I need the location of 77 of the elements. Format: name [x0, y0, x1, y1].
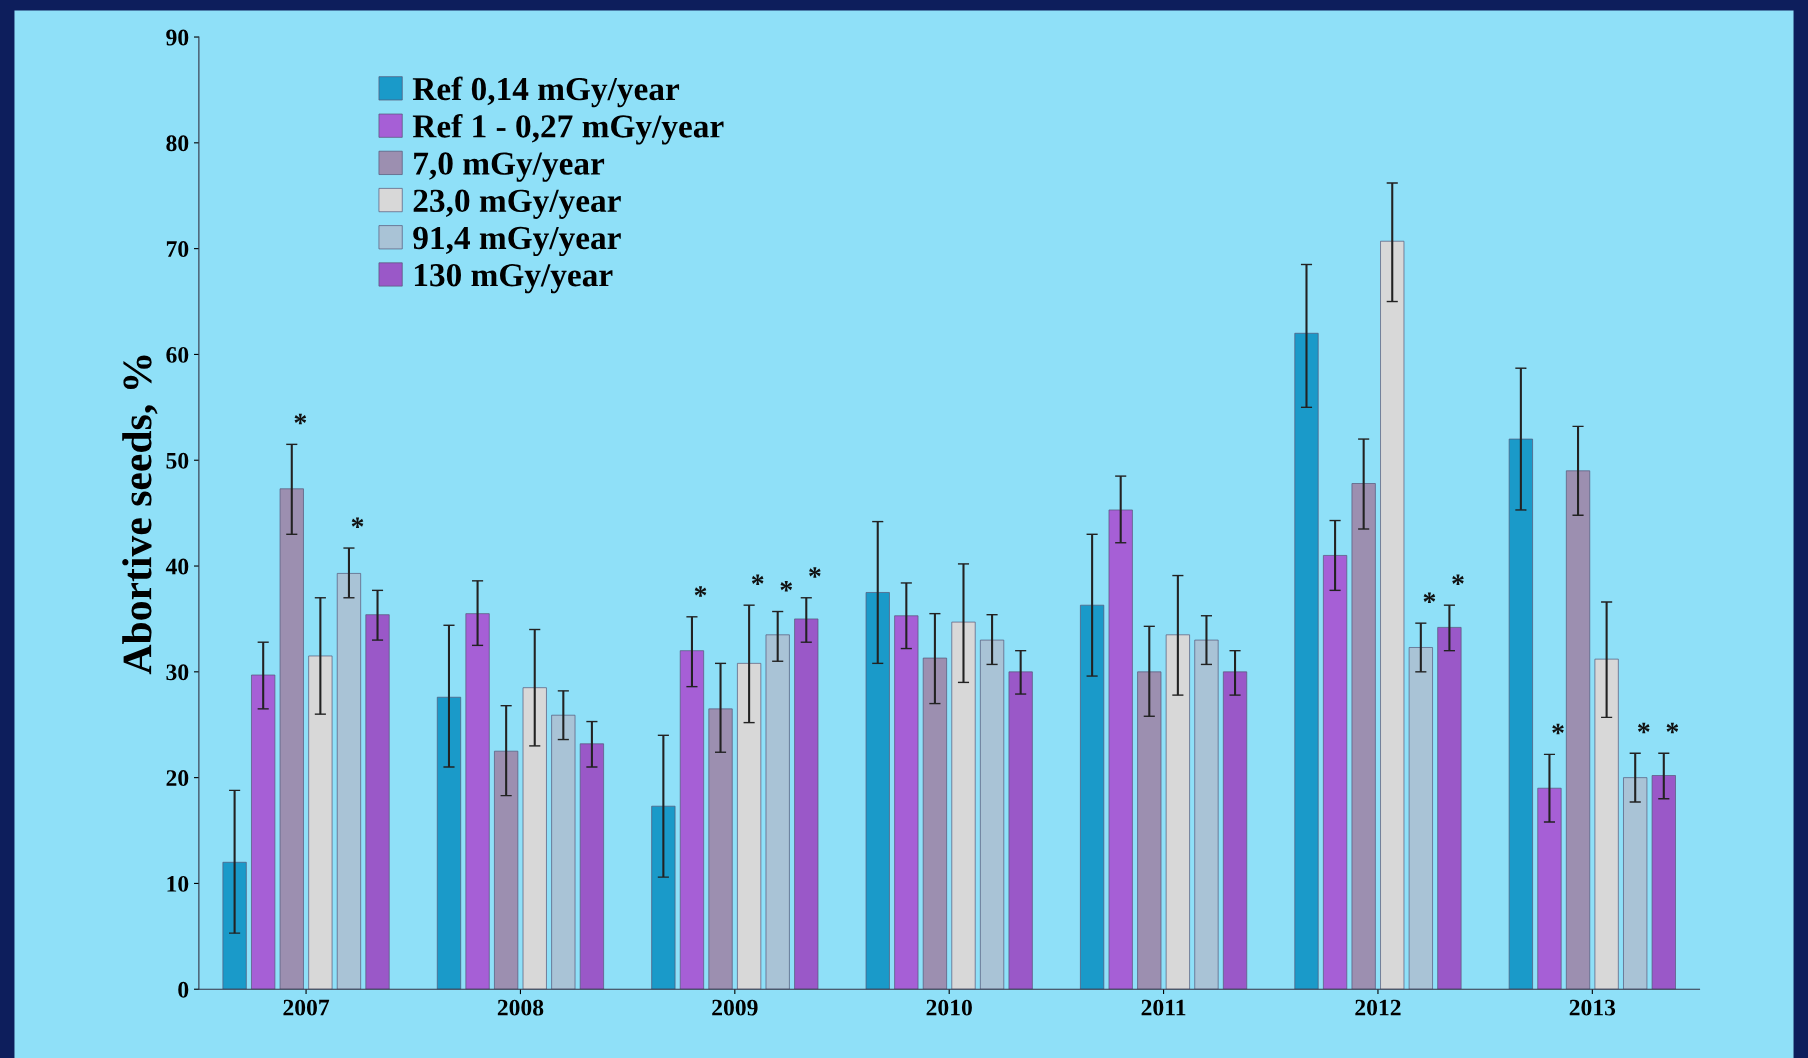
bar — [894, 615, 919, 990]
x-tick-label: 2011 — [1141, 999, 1186, 1016]
bar — [1222, 671, 1248, 990]
y-tick-label: 90 — [166, 29, 189, 46]
bar — [336, 573, 362, 990]
x-tick-label: 2008 — [497, 999, 544, 1016]
bar — [308, 655, 333, 990]
y-tick-label: 70 — [166, 241, 189, 258]
bar — [1008, 671, 1033, 990]
bar — [1137, 671, 1162, 990]
data-label: * — [1637, 722, 1650, 734]
x-tick-label: 2010 — [926, 999, 972, 1016]
bar — [551, 714, 576, 990]
y-axis-title: Abortive seeds, % — [122, 355, 158, 675]
data-label: * — [1552, 723, 1564, 735]
bar — [1165, 634, 1190, 990]
bar — [679, 650, 705, 990]
y-tick-label: 50 — [166, 452, 189, 469]
x-tick-label: 2009 — [712, 999, 758, 1016]
legend-label: 7,0 mGy/year — [414, 152, 605, 182]
y-tick-label: 80 — [166, 135, 189, 152]
y-tick-label: 0 — [178, 981, 189, 998]
bar — [708, 708, 733, 990]
bar — [465, 613, 490, 990]
data-label: * — [294, 413, 307, 425]
data-label: * — [694, 586, 707, 597]
bar — [765, 634, 790, 990]
bar — [1080, 604, 1105, 990]
legend-label: Ref 1 - 0,27 mGy/year — [412, 113, 724, 145]
y-tick-label: 30 — [166, 664, 189, 681]
legend-label: 23,0 mGy/year — [413, 189, 621, 219]
bar — [1380, 240, 1405, 990]
data-label: * — [809, 567, 821, 578]
bar — [1437, 627, 1462, 990]
y-tick-label: 20 — [166, 770, 189, 787]
bar — [251, 674, 276, 990]
bar — [1323, 555, 1348, 990]
bar — [279, 488, 304, 990]
x-tick-label: 2012 — [1355, 999, 1401, 1016]
data-label: * — [1423, 592, 1436, 604]
bar — [436, 696, 462, 990]
data-label: * — [751, 574, 764, 586]
bar — [1508, 438, 1533, 990]
data-label: * — [1452, 574, 1464, 586]
bar — [1408, 647, 1433, 990]
bar — [1565, 470, 1591, 990]
x-tick-label: 2013 — [1569, 999, 1616, 1016]
bar — [1194, 639, 1219, 990]
data-label: * — [1666, 722, 1679, 734]
legend-label: 91,4 mGy/year — [413, 226, 621, 257]
bar — [1537, 787, 1562, 990]
bar — [522, 687, 547, 990]
y-tick-label: 10 — [167, 875, 189, 892]
bar — [222, 861, 247, 990]
bar — [1594, 658, 1619, 990]
legend-label: Ref 0,14 mGy/year — [412, 76, 680, 108]
bar — [794, 618, 819, 990]
bar — [494, 750, 519, 990]
data-label: * — [780, 580, 793, 592]
bar — [1651, 775, 1676, 990]
bar — [1108, 509, 1133, 990]
y-tick-label: 60 — [166, 346, 189, 363]
bar — [737, 663, 762, 990]
legend-label: 130 mGy/year — [414, 263, 613, 294]
bar — [1294, 332, 1319, 990]
bar — [865, 592, 890, 990]
bar — [1623, 777, 1648, 990]
bar — [579, 743, 604, 990]
bar — [980, 639, 1005, 990]
data-label: * — [351, 517, 364, 528]
bar — [1351, 483, 1376, 990]
bar — [651, 805, 676, 990]
bar — [922, 657, 947, 990]
bar — [365, 614, 390, 990]
bar — [951, 621, 976, 990]
x-tick-label: 2007 — [283, 999, 330, 1016]
y-tick-label: 40 — [165, 558, 189, 575]
